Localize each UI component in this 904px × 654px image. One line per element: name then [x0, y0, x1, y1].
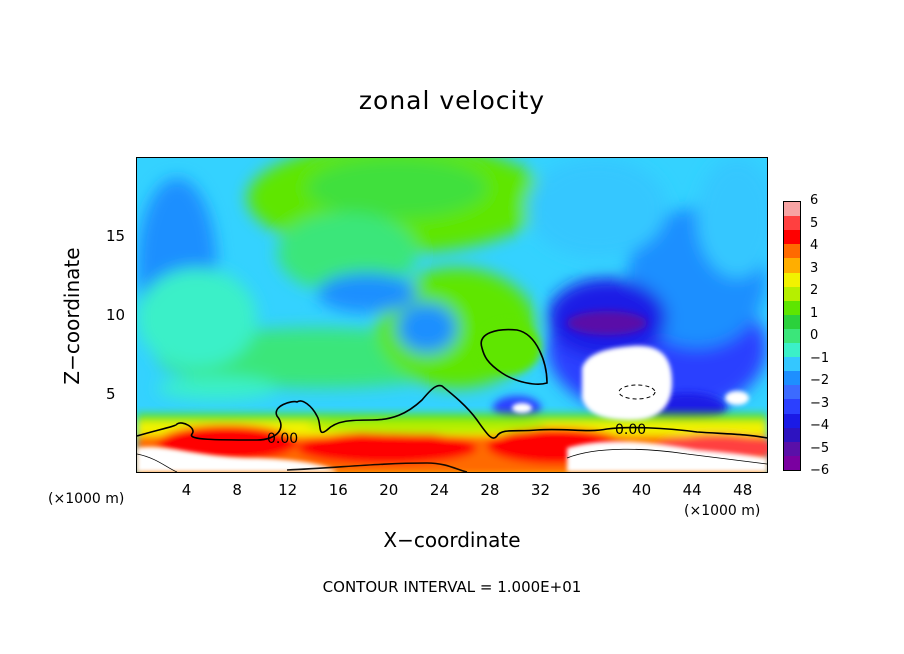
colorbar-segment	[784, 455, 800, 471]
colorbar-segment	[784, 399, 800, 415]
colorbar-label: −6	[810, 463, 830, 478]
x-tick-label: 36	[581, 481, 601, 499]
x-unit-left: (×1000 m)	[48, 491, 125, 507]
y-tick-label: 15	[106, 227, 126, 245]
colorbar-segment	[784, 441, 800, 457]
colorbar-segment	[784, 385, 800, 400]
x-tick-label: 12	[278, 481, 298, 499]
chart-title: zonal velocity	[358, 86, 546, 115]
x-tick-label: 48	[733, 481, 753, 499]
colorbar-label: 4	[810, 238, 819, 253]
contour-label-left: 0.00	[267, 431, 298, 447]
colorbar-label: −5	[810, 440, 830, 456]
colorbar-label: −4	[810, 418, 830, 433]
colorbar-segment	[784, 427, 800, 443]
x-tick-label: 16	[328, 481, 348, 499]
colorbar-label: −3	[810, 395, 830, 411]
colorbar-label: 5	[810, 215, 819, 231]
x-tick-label: 44	[682, 481, 702, 499]
plot-area: 0.00 0.00	[136, 157, 768, 473]
x-tick-label: 4	[181, 481, 192, 499]
colorbar-segment	[784, 328, 800, 344]
colorbar-segment	[784, 286, 800, 302]
colorbar-label: 6	[810, 193, 819, 208]
x-tick-label: 8	[232, 481, 242, 499]
colorbar-label: 2	[810, 283, 819, 298]
colorbar-segment	[784, 216, 800, 231]
colorbar-segment	[784, 357, 800, 372]
colorbar-label: 0	[810, 328, 819, 343]
colorbar-segment	[784, 314, 800, 330]
colorbar-segment	[784, 343, 800, 358]
x-tick-label: 20	[379, 481, 399, 499]
x-tick-label: 24	[429, 481, 449, 499]
colorbar-segment	[784, 202, 800, 217]
colorbar-label: −2	[810, 373, 830, 388]
x-axis-label: X−coordinate	[383, 528, 521, 552]
x-unit-right: (×1000 m)	[684, 503, 761, 519]
colorbar-label: 3	[810, 260, 819, 276]
y-tick-label: 10	[106, 306, 126, 324]
y-axis-label: Z−coordinate	[60, 247, 84, 385]
colorbar-segment	[784, 230, 800, 245]
colorbar-segment	[784, 258, 800, 273]
colorbar-segment	[784, 371, 800, 386]
colorbar-segment	[784, 413, 800, 429]
x-tick-label: 32	[530, 481, 551, 499]
y-tick-label: 5	[106, 385, 116, 403]
colorbar-segment	[784, 272, 800, 288]
colorbar	[783, 201, 801, 471]
colorbar-label: −1	[810, 350, 830, 366]
contour-label-right: 0.00	[615, 422, 646, 438]
x-tick-label: 28	[480, 481, 500, 499]
velocity-field: 0.00 0.00	[137, 158, 767, 472]
x-tick-label: 40	[632, 481, 652, 499]
colorbar-segment	[784, 300, 800, 316]
colorbar-label: 1	[810, 305, 819, 321]
colorbar-segment	[784, 244, 800, 259]
contour-interval-note: CONTOUR INTERVAL = 1.000E+01	[322, 578, 582, 596]
